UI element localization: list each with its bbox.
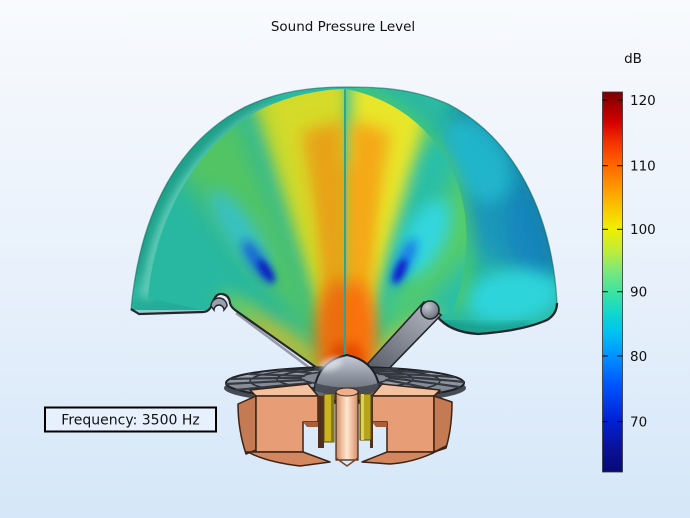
surround-notch-left bbox=[210, 297, 228, 313]
pole-piece bbox=[335, 391, 359, 461]
plot-title: Sound Pressure Level bbox=[271, 19, 415, 35]
frequency-annotation: Frequency: 3500 Hz bbox=[44, 406, 217, 433]
magnet-bottom-left bbox=[245, 451, 331, 467]
gap-shadow-left bbox=[318, 396, 324, 448]
pole-piece-top bbox=[335, 387, 359, 397]
dome-bottom-edge-left bbox=[130, 292, 342, 386]
magnet-outer-left bbox=[237, 395, 257, 455]
magnet-assembly bbox=[237, 383, 453, 467]
magnet-bottom-right bbox=[361, 445, 447, 465]
magnet-step-left bbox=[303, 422, 318, 427]
colorbar-tick-label: 80 bbox=[630, 349, 647, 365]
magnet-step-right bbox=[372, 422, 387, 427]
colorbar-tick-label: 110 bbox=[630, 159, 656, 175]
surround-knob-right bbox=[420, 300, 440, 320]
colorbar-unit-label: dB bbox=[624, 51, 642, 67]
colorbar-ticks bbox=[602, 99, 623, 423]
colorbar-gradient bbox=[602, 91, 623, 473]
magnet-outer-right bbox=[433, 395, 453, 453]
colorbar-tick-label: 90 bbox=[630, 285, 647, 301]
loudspeaker-driver bbox=[224, 300, 466, 467]
pole-bottom-notch bbox=[335, 457, 359, 467]
colorbar-tick-label: 70 bbox=[630, 415, 647, 431]
colorbar-tick-label: 120 bbox=[630, 93, 656, 109]
colorbar: dB 120 110 100 90 80 70 bbox=[602, 51, 656, 473]
colorbar-tick-label: 100 bbox=[630, 222, 656, 238]
colorbar-tick-labels: 120 110 100 90 80 70 bbox=[630, 93, 656, 431]
spl-dome-surface bbox=[130, 86, 559, 391]
annotation-text: Frequency: 3500 Hz bbox=[61, 413, 199, 429]
voice-coil-right bbox=[359, 393, 372, 441]
annotation-box bbox=[44, 406, 217, 433]
